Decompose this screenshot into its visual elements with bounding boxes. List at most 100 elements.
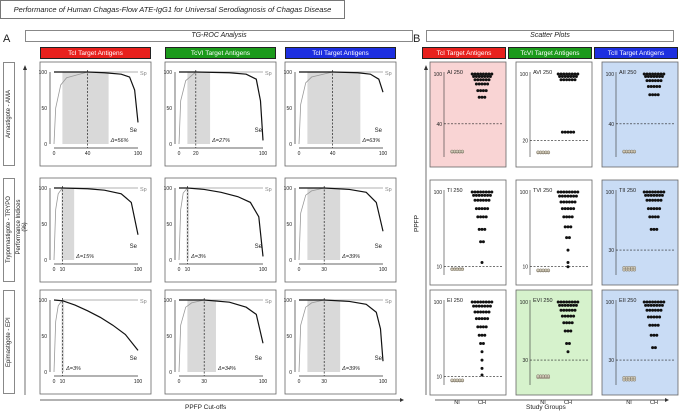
scatter-ch-point (659, 300, 663, 304)
scatter-ch-point (645, 72, 649, 76)
roc-x-tick: 100 (259, 151, 268, 157)
scatter-ch-point (573, 190, 577, 194)
roc-se-curve (179, 187, 264, 257)
scatter-ni-point (450, 149, 454, 153)
scatter-ch-point (488, 74, 492, 78)
scatter-ch-point (566, 248, 570, 252)
scatter-ch-point (652, 303, 656, 307)
scatter-ch-point (476, 300, 480, 304)
scatter-ch-point (570, 300, 574, 304)
scatter-ch-point (563, 303, 567, 307)
roc-y-tick: 0 (289, 258, 292, 264)
scatter-ni-point (627, 376, 631, 380)
roc-se-label: Se (130, 128, 138, 134)
scatter-ch-point (652, 333, 656, 337)
scatter-ni-point (622, 266, 626, 270)
scatter-panel-frame (515, 179, 593, 286)
scatter-ch-point (559, 78, 563, 82)
scatter-ni-point (544, 374, 548, 378)
scatter-ch-point (572, 194, 576, 198)
scatter-ch-point (565, 215, 569, 219)
roc-x-tick: 100 (134, 267, 143, 273)
scatter-ni-point (536, 150, 540, 154)
scatter-ch-point (653, 323, 657, 327)
scatter-ch-point (656, 308, 660, 312)
scatter-ch-point (477, 74, 481, 78)
scatter-ch-point (473, 190, 477, 194)
scatter-ch-point (562, 215, 566, 219)
roc-sp-curve (53, 299, 138, 373)
roc-se-curve (54, 187, 139, 235)
scatter-ch-point (649, 207, 653, 211)
roc-x-tick: 20 (193, 151, 199, 157)
scatter-ch-point (470, 190, 474, 194)
scatter-ch-point (563, 314, 567, 318)
scatter-ch-point (660, 303, 664, 307)
scatter-ni-point (450, 267, 454, 271)
scatter-ch-point (559, 72, 563, 76)
scatter-panel-frame (429, 61, 507, 168)
scatter-ch-point (479, 198, 483, 202)
scatter-y-tick: 10 (436, 265, 442, 271)
scatter-y-tick: 20 (522, 138, 528, 144)
scatter-ch-point (483, 333, 487, 337)
scatter-ch-point (563, 194, 567, 198)
scatter-ch-point (566, 194, 570, 198)
scatter-ch-point (474, 207, 478, 211)
scatter-ni-point (627, 149, 631, 153)
scatter-ch-point (563, 225, 567, 229)
scatter-ch-point (652, 84, 656, 88)
roc-se-label: Se (375, 128, 383, 134)
scatter-ch-point (562, 72, 566, 76)
scatter-ch-point (484, 215, 488, 219)
roc-sp-label: Sp (140, 71, 147, 77)
roc-y-tick: 0 (169, 370, 172, 376)
scatter-ch-point (483, 227, 487, 231)
scatter-ch-point (490, 190, 494, 194)
scatter-ch-point (651, 300, 655, 304)
scatter-panel-frame (515, 289, 593, 396)
panel-a-xlabel: PPFP Cut-offs (185, 404, 227, 411)
scatter-ch-point (660, 74, 664, 78)
roc-se-label: Se (130, 356, 138, 362)
roc-x-tick: 40 (330, 151, 336, 157)
roc-sp-label: Sp (385, 187, 392, 193)
scatter-ch-point (484, 325, 488, 329)
scatter-ch-point (648, 93, 652, 97)
scatter-y-tick: 30 (522, 358, 528, 364)
roc-y-tick: 50 (166, 334, 172, 340)
scatter-ch-point (567, 321, 571, 325)
scatter-ch-point (481, 240, 485, 244)
scatter-y-tick: 10 (436, 375, 442, 381)
panel-a-header: TG-ROC Analysis (25, 30, 413, 42)
roc-y-tick: 50 (166, 222, 172, 228)
scatter-ch-point (652, 74, 656, 78)
scatter-ch-point (479, 78, 483, 82)
scatter-ni-point (627, 266, 631, 270)
scatter-ch-point (656, 198, 660, 202)
scatter-ch-point (570, 190, 574, 194)
scatter-ch-point (572, 303, 576, 307)
panel-a-letter: A (3, 33, 11, 45)
scatter-ch-point (484, 72, 488, 76)
scatter-ch-point (479, 342, 483, 345)
roc-se-curve (179, 71, 264, 141)
roc-sp-label: Sp (140, 187, 147, 193)
scatter-ch-point (646, 207, 650, 211)
scatter-ni-point (632, 376, 636, 380)
scatter-ch-point (651, 190, 655, 194)
roc-y-tick: 50 (286, 334, 292, 340)
scatter-panel-frame (429, 289, 507, 396)
roc-delta-label: Δ=63% (361, 138, 380, 144)
scatter-ch-point (481, 300, 485, 304)
scatter-ch-point (556, 190, 560, 194)
scatter-ni-point (630, 376, 634, 380)
scatter-ch-point (576, 72, 580, 76)
scatter-ch-point (576, 300, 580, 304)
scatter-ch-point (651, 72, 655, 76)
scatter-ch-point (651, 323, 655, 327)
scatter-ch-point (563, 130, 567, 134)
roc-y-tick: 100 (164, 70, 173, 76)
scatter-ch-point (479, 72, 483, 76)
scatter-ch-point (656, 93, 660, 97)
